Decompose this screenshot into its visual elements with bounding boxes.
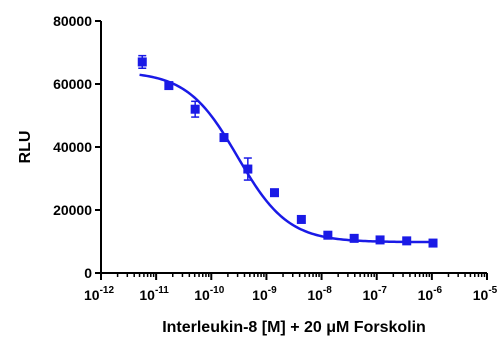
data-point <box>219 133 229 143</box>
data-point <box>349 233 359 243</box>
x-tick-label: 10-11 <box>139 285 169 303</box>
data-point <box>243 164 253 174</box>
x-tick-label: 10-9 <box>252 285 277 303</box>
data-point <box>402 236 412 246</box>
y-tick-label: 20000 <box>53 202 92 218</box>
fit-curve <box>139 73 434 244</box>
x-tick-label: 10-6 <box>418 285 443 303</box>
data-point <box>137 57 147 67</box>
x-tick-label: 10-8 <box>307 285 332 303</box>
data-point <box>164 81 174 91</box>
y-tick-label: 60000 <box>53 76 92 92</box>
data-point <box>323 230 333 240</box>
data-point <box>296 214 306 224</box>
x-tick-label: 10-7 <box>362 285 387 303</box>
data-point <box>190 104 200 114</box>
x-tick-label: 10-5 <box>473 285 498 303</box>
data-point <box>428 238 438 248</box>
x-tick-label: 10-12 <box>84 285 114 303</box>
y-tick-label: 80000 <box>53 13 92 29</box>
plot-area <box>137 54 438 248</box>
data-point <box>375 235 385 245</box>
y-axis-title: RLU <box>17 131 34 164</box>
y-tick-label: 0 <box>84 265 92 281</box>
x-tick-label: 10-10 <box>194 285 224 303</box>
y-axis-ticks: 0 20000 40000 60000 80000 <box>53 13 101 281</box>
data-point <box>269 188 279 198</box>
y-tick-label: 40000 <box>53 139 92 155</box>
x-axis-ticks: 10-12 10-11 10-10 10-9 10-8 10-7 10-6 10-5 <box>84 273 498 303</box>
x-axis-title: Interleukin-8 [M] + 20 μM Forskolin <box>162 319 426 336</box>
